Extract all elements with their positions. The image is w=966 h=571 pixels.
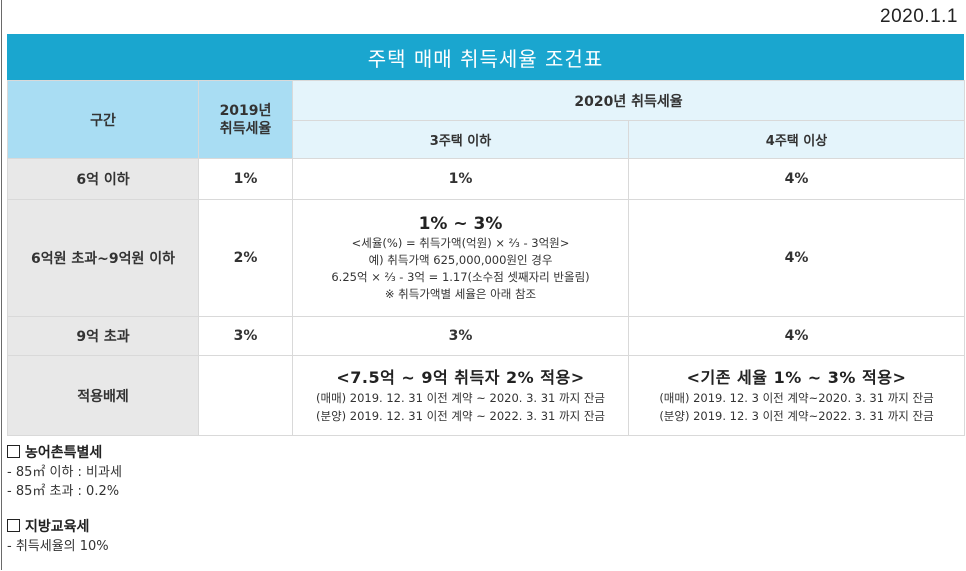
table-row: 6억 이하 1% 1% 4% [7,158,965,200]
header-4house-or-more: 4주택 이상 [628,120,965,159]
rate-3house-range: 1% ~ 3% [418,214,503,234]
header-3house-or-less: 3주택 이하 [292,120,629,159]
rate-4house: 4% [628,316,965,356]
header-2019-rate: 2019년 취득세율 [198,80,293,159]
header-2020-rate: 2020년 취득세율 [292,80,965,121]
table-row: 9억 초과 3% 3% 4% [7,316,965,356]
rate-2019 [198,355,293,436]
row-label: 6억 이하 [7,158,199,200]
calculation-line: 6.25억 × ⅔ - 3억 = 1.17(소수점 셋째자리 반올림) [331,270,590,284]
example-line: 예) 취득가액 625,000,000원인 경우 [368,253,553,267]
row-label: 적용배제 [7,355,199,436]
rate-2019: 2% [198,199,293,317]
exclusion-3house: <7.5억 ~ 9억 취득자 2% 적용> (매매) 2019. 12. 31 … [292,355,629,436]
document-date: 2020.1.1 [880,6,958,27]
rate-4house: 4% [628,199,965,317]
reference-note: ※ 취득가액별 세율은 아래 참조 [384,287,537,301]
checkbox-square-icon [7,519,20,532]
rate-3house: 3% [292,316,629,356]
table-title: 주택 매매 취득세율 조건표 [7,34,964,80]
header-section: 구간 [7,80,199,159]
exclusion-presale-line: (분양) 2019. 12. 3 이전 계약~2022. 3. 31 까지 잔금 [659,408,934,423]
exclusion-4house: <기존 세율 1% ~ 3% 적용> (매매) 2019. 12. 3 이전 계… [628,355,965,436]
rate-2019: 3% [198,316,293,356]
exclusion-4house-title: <기존 세율 1% ~ 3% 적용> [686,367,907,387]
note-item: - 85㎡ 초과 : 0.2% [7,484,120,499]
notes-section: 농어촌특별세 - 85㎡ 이하 : 비과세 - 85㎡ 초과 : 0.2% 지방… [7,444,122,556]
note-item: - 85㎡ 이하 : 비과세 [7,465,122,480]
exclusion-3house-title: <7.5억 ~ 9억 취득자 2% 적용> [336,367,585,387]
rate-3house: 1% ~ 3% <세율(%) = 취득가액(억원) × ⅔ - 3억원> 예) … [292,199,629,317]
table-row: 6억원 초과~9억원 이하 2% 1% ~ 3% <세율(%) = 취득가액(억… [7,199,965,317]
rate-3house: 1% [292,158,629,200]
note-item: - 취득세율의 10% [7,539,109,554]
tax-rate-table: 구간 2019년 취득세율 2020년 취득세율 3주택 이하 4주택 이상 6… [7,80,965,436]
table-row: 적용배제 <7.5억 ~ 9억 취득자 2% 적용> (매매) 2019. 12… [7,355,965,436]
formula-line: <세율(%) = 취득가액(억원) × ⅔ - 3억원> [351,236,570,250]
note-title: 농어촌특별세 [7,444,122,463]
rate-2019: 1% [198,158,293,200]
checkbox-square-icon [7,445,20,458]
row-label: 6억원 초과~9억원 이하 [7,199,199,317]
note-title: 지방교육세 [7,518,122,537]
exclusion-trade-line: (매매) 2019. 12. 3 이전 계약~2020. 3. 31 까지 잔금 [659,390,934,405]
exclusion-presale-line: (분양) 2019. 12. 31 이전 계약 ~ 2022. 3. 31 까지… [316,408,605,423]
exclusion-trade-line: (매매) 2019. 12. 31 이전 계약 ~ 2020. 3. 31 까지… [316,390,605,405]
row-label: 9억 초과 [7,316,199,356]
rate-4house: 4% [628,158,965,200]
